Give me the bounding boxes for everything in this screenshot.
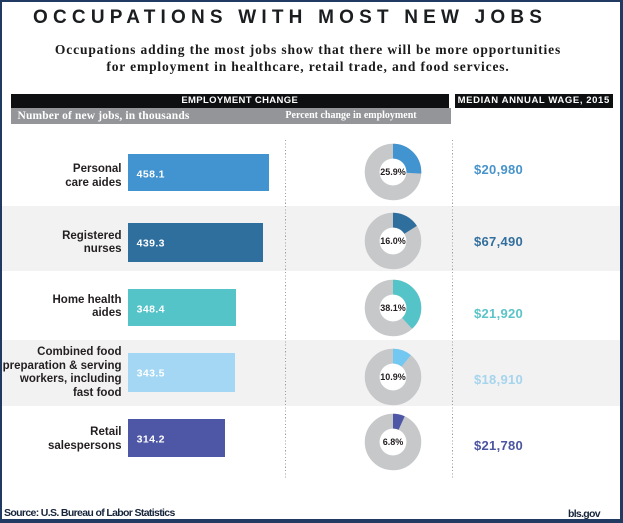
svg-text:6.8%: 6.8% [382,437,403,447]
svg-text:16.0%: 16.0% [380,236,406,246]
svg-text:10.9%: 10.9% [380,372,406,382]
svg-text:25.9%: 25.9% [380,167,406,177]
svg-text:38.1%: 38.1% [380,303,406,313]
